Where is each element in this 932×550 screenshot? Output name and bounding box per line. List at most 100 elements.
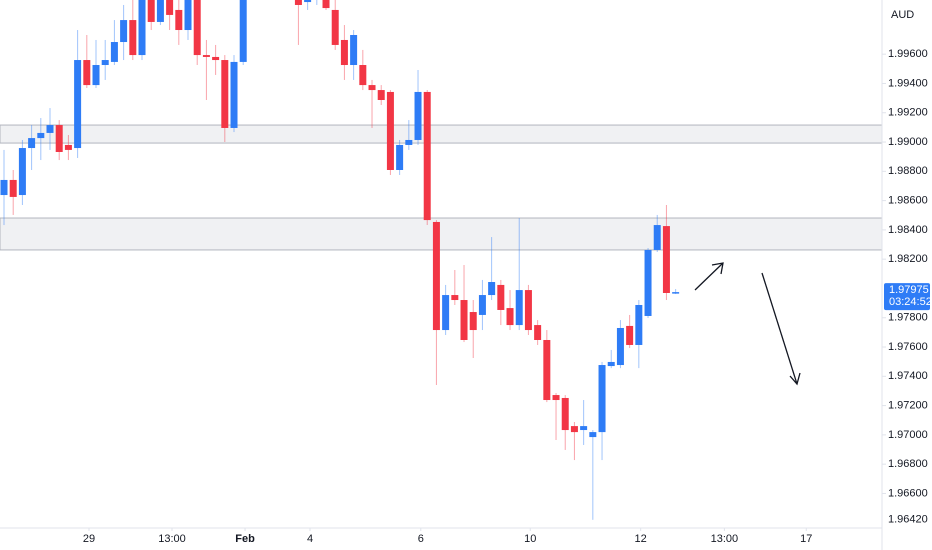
candle-body [221, 60, 229, 128]
x-tick-label: 13:00 [711, 533, 739, 545]
y-tick-label: 1.96800 [888, 458, 928, 470]
candle-body [92, 65, 100, 86]
candle-body [515, 290, 523, 326]
arrow-down-head [789, 372, 801, 386]
y-tick-label: 1.98800 [888, 165, 928, 177]
candle-body [460, 300, 468, 340]
y-tick-label: 1.99600 [888, 48, 928, 60]
y-tick-label: 1.98600 [888, 195, 928, 207]
candle-body [607, 361, 615, 367]
y-tick-label: 1.97600 [888, 341, 928, 353]
candle-body [616, 327, 624, 366]
candle-body [304, 0, 312, 3]
candle-body [350, 34, 358, 66]
candle-body [175, 9, 183, 31]
candle-body [64, 144, 72, 150]
candle-body [432, 221, 440, 331]
x-tick-label: Feb [235, 533, 255, 545]
x-tick-label: 6 [418, 533, 424, 545]
candle-body [598, 365, 606, 433]
y-tick-label: 1.99000 [888, 136, 928, 148]
candle-body [239, 0, 247, 62]
y-tick-label: 1.98400 [888, 224, 928, 236]
y-tick-label: 1.97000 [888, 429, 928, 441]
y-tick-label: 1.99200 [888, 107, 928, 119]
candle-body [488, 282, 496, 296]
candle-body [18, 148, 26, 196]
candle-body [405, 139, 413, 145]
candle-body [653, 225, 661, 250]
candle-body [589, 432, 597, 438]
y-tick-label: 1.97400 [888, 370, 928, 382]
zone [0, 124, 882, 144]
y-tick-label: 1.96600 [888, 487, 928, 499]
candle-body [644, 249, 652, 316]
y-tick-label: 1.99400 [888, 77, 928, 89]
candle-body [37, 132, 45, 139]
candle-body [570, 426, 578, 433]
candle-body [166, 0, 174, 15]
arrow-down [761, 272, 798, 385]
candle-body [423, 91, 431, 221]
candle-body [451, 295, 459, 301]
x-tick-label: 13:00 [158, 533, 186, 545]
candle-body [120, 20, 128, 43]
candle-body [46, 125, 54, 133]
candle-body [28, 138, 36, 149]
arrow-up-head [711, 262, 724, 275]
candle-body [184, 0, 192, 31]
x-tick-label: 12 [635, 533, 647, 545]
zone [0, 217, 882, 251]
countdown-label: 03:24:52 [889, 296, 932, 308]
candle-body [662, 226, 670, 293]
candle-body [386, 91, 394, 170]
candle-body [414, 91, 422, 140]
annotation-arrows [694, 262, 801, 386]
candle-body [147, 0, 155, 22]
arrow-up [694, 262, 724, 291]
candle-body [368, 85, 376, 91]
candle-body [74, 60, 82, 149]
last-price-box [884, 283, 930, 311]
x-tick-label: 29 [83, 533, 95, 545]
candle-body [129, 20, 137, 56]
candle-body [193, 0, 201, 56]
candle-body [635, 304, 643, 345]
candle-body [340, 39, 348, 66]
candle-body [552, 395, 560, 401]
candle-body [83, 60, 91, 86]
candle-body [497, 284, 505, 310]
candle-body [469, 312, 477, 331]
candle-body [331, 9, 339, 45]
currency-label: AUD [891, 9, 914, 21]
candle-body [138, 0, 146, 56]
last-price-label: 1.97975 [889, 284, 929, 296]
x-tick-label: 4 [307, 533, 313, 545]
candle-body [672, 292, 680, 294]
candle-body [230, 61, 238, 128]
candle-body [534, 325, 542, 340]
candle-body [377, 90, 385, 101]
candle-body [478, 295, 486, 315]
plot-area [0, 0, 882, 520]
candle-body [0, 179, 8, 196]
candle-body [212, 56, 220, 61]
candle-body [202, 55, 210, 57]
x-tick-label: 10 [524, 533, 536, 545]
candle-body [396, 144, 404, 170]
candle-body [524, 290, 532, 331]
candle-body [9, 179, 17, 197]
candle-body [442, 295, 450, 331]
candle-body [294, 0, 302, 5]
candle-body [359, 65, 367, 86]
candle-body [55, 125, 63, 152]
candle-body [322, 0, 330, 9]
candle-body [580, 426, 588, 431]
candle-body [156, 0, 164, 22]
candle-body [543, 339, 551, 401]
y-tick-label: 1.97800 [888, 312, 928, 324]
low-marker-label: 1.96420 [888, 514, 928, 526]
candle-body [561, 397, 569, 431]
candle-body [110, 42, 118, 62]
